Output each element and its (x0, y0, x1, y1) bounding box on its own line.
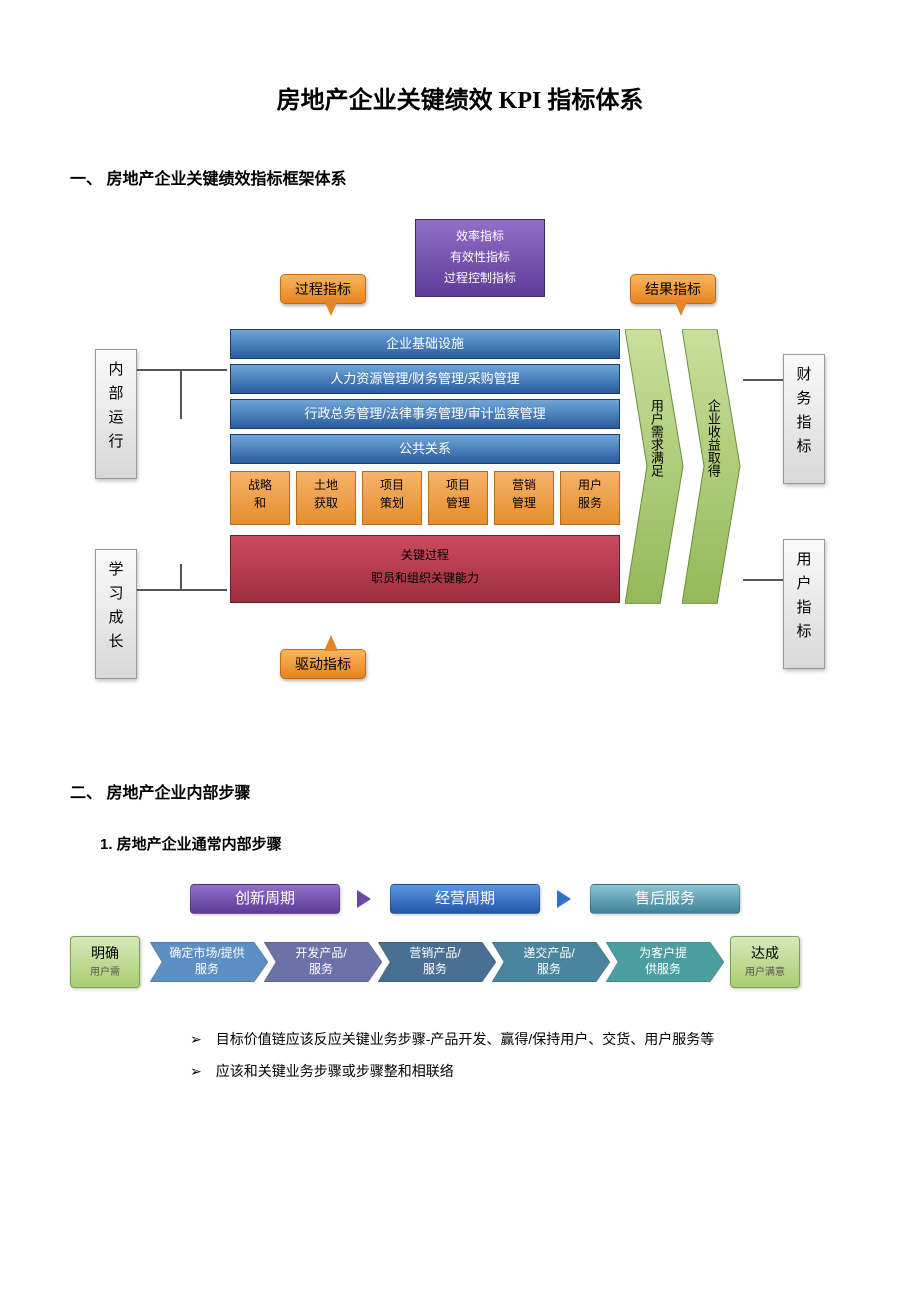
si2: 运 (96, 406, 136, 430)
side-box-learn: 学 习 成 长 (95, 549, 137, 679)
arrow-icon (557, 890, 571, 908)
ot0a: 战略 (231, 476, 289, 494)
rb2: 用户满意 (731, 963, 799, 978)
sl2: 成 (96, 606, 136, 630)
purple-2: 过程控制指标 (420, 268, 540, 289)
callout-driver: 驱动指标 (280, 649, 366, 679)
left-endpoint: 明确 用户需 (70, 936, 140, 988)
chevron-1: 开发产品/服务 (264, 942, 382, 982)
connector (743, 579, 783, 581)
purple-metrics-box: 效率指标 有效性指标 过程控制指标 (415, 219, 545, 297)
chevron-4: 为客户提供服务 (606, 942, 724, 982)
side-box-finance: 财 务 指 标 (783, 354, 825, 484)
ot1b: 获取 (297, 494, 355, 512)
lb1: 明确 (71, 943, 139, 963)
ot2a: 项目 (363, 476, 421, 494)
orange-tile-1: 土地 获取 (296, 471, 356, 525)
purple-1: 有效性指标 (420, 247, 540, 268)
sf0: 财 (784, 363, 824, 387)
green2-text: 企业收益取得 (704, 399, 721, 477)
ot3a: 项目 (429, 476, 487, 494)
orange-tile-3: 项目 管理 (428, 471, 488, 525)
connector (137, 369, 227, 371)
su3: 标 (784, 620, 824, 644)
connector (137, 589, 227, 591)
arrow-icon (357, 890, 371, 908)
ot5a: 用户 (561, 476, 619, 494)
su0: 用 (784, 548, 824, 572)
connector (743, 379, 783, 381)
ot2b: 策划 (363, 494, 421, 512)
connector (180, 369, 182, 419)
right-endpoint: 达成 用户满意 (730, 936, 800, 988)
sf3: 标 (784, 435, 824, 459)
section-2-header: 二、 房地产企业内部步骤 (70, 779, 850, 803)
green-arrow-1: 用户需求满足 (625, 329, 685, 604)
ot4b: 管理 (495, 494, 553, 512)
orange-tile-4: 营销 管理 (494, 471, 554, 525)
phase-3: 售后服务 (590, 884, 740, 914)
blue-bar-3: 行政总务管理/法律事务管理/审计监察管理 (230, 399, 620, 429)
si1: 部 (96, 382, 136, 406)
ot5b: 服务 (561, 494, 619, 512)
su2: 指 (784, 596, 824, 620)
blue-bar-1: 企业基础设施 (230, 329, 620, 359)
lb2: 用户需 (71, 963, 139, 978)
ot3b: 管理 (429, 494, 487, 512)
si3: 行 (96, 430, 136, 454)
phase-1: 创新周期 (190, 884, 340, 914)
kpi-framework-diagram: 内 部 运 行 学 习 成 长 财 务 指 标 用 户 指 标 效率指标 有效性… (90, 219, 830, 739)
chevron-3: 递交产品/服务 (492, 942, 610, 982)
callout-result: 结果指标 (630, 274, 716, 304)
sl1: 习 (96, 582, 136, 606)
purple-0: 效率指标 (420, 226, 540, 247)
su1: 户 (784, 572, 824, 596)
page-title: 房地产企业关键绩效 KPI 指标体系 (70, 80, 850, 115)
bullet-item: 应该和关键业务步骤或步骤整和相联络 (190, 1061, 850, 1081)
red-line-0: 关键过程 (231, 544, 619, 567)
side-box-internal: 内 部 运 行 (95, 349, 137, 479)
callout-point (324, 300, 338, 316)
phase-2: 经营周期 (390, 884, 540, 914)
chevron-2: 营销产品/服务 (378, 942, 496, 982)
connector (180, 564, 182, 591)
red-line-1: 职员和组织关键能力 (231, 567, 619, 590)
bullet-list: 目标价值链应该反应关键业务步骤-产品开发、赢得/保持用户、交货、用户服务等 应该… (190, 1029, 850, 1081)
ot0b: 和 (231, 494, 289, 512)
si0: 内 (96, 358, 136, 382)
subsection-1: 1. 房地产企业通常内部步骤 (100, 833, 850, 854)
side-box-user: 用 户 指 标 (783, 539, 825, 669)
chevron-row: 确定市场/提供服务 开发产品/服务 营销产品/服务 递交产品/服务 为客户提供服… (150, 942, 720, 982)
section-1-header: 一、 房地产企业关键绩效指标框架体系 (70, 165, 850, 189)
green-arrow-2: 企业收益取得 (682, 329, 742, 604)
rb1: 达成 (731, 943, 799, 963)
orange-tile-0: 战略 和 (230, 471, 290, 525)
green1-text: 用户需求满足 (647, 399, 664, 477)
blue-bar-4: 公共关系 (230, 434, 620, 464)
blue-bar-2: 人力资源管理/财务管理/采购管理 (230, 364, 620, 394)
sf1: 务 (784, 387, 824, 411)
orange-tile-2: 项目 策划 (362, 471, 422, 525)
callout-process: 过程指标 (280, 274, 366, 304)
chevron-0: 确定市场/提供服务 (150, 942, 268, 982)
internal-steps-diagram: 创新周期 经营周期 售后服务 明确 用户需 确定市场/提供服务 开发产品/服务 … (70, 884, 850, 1004)
sf2: 指 (784, 411, 824, 435)
ot1a: 土地 (297, 476, 355, 494)
ot4a: 营销 (495, 476, 553, 494)
orange-tile-5: 用户 服务 (560, 471, 620, 525)
red-block: 关键过程 职员和组织关键能力 (230, 535, 620, 603)
callout-point (674, 300, 688, 316)
bullet-item: 目标价值链应该反应关键业务步骤-产品开发、赢得/保持用户、交货、用户服务等 (190, 1029, 850, 1049)
callout-point (324, 635, 338, 651)
sl0: 学 (96, 558, 136, 582)
sl3: 长 (96, 630, 136, 654)
